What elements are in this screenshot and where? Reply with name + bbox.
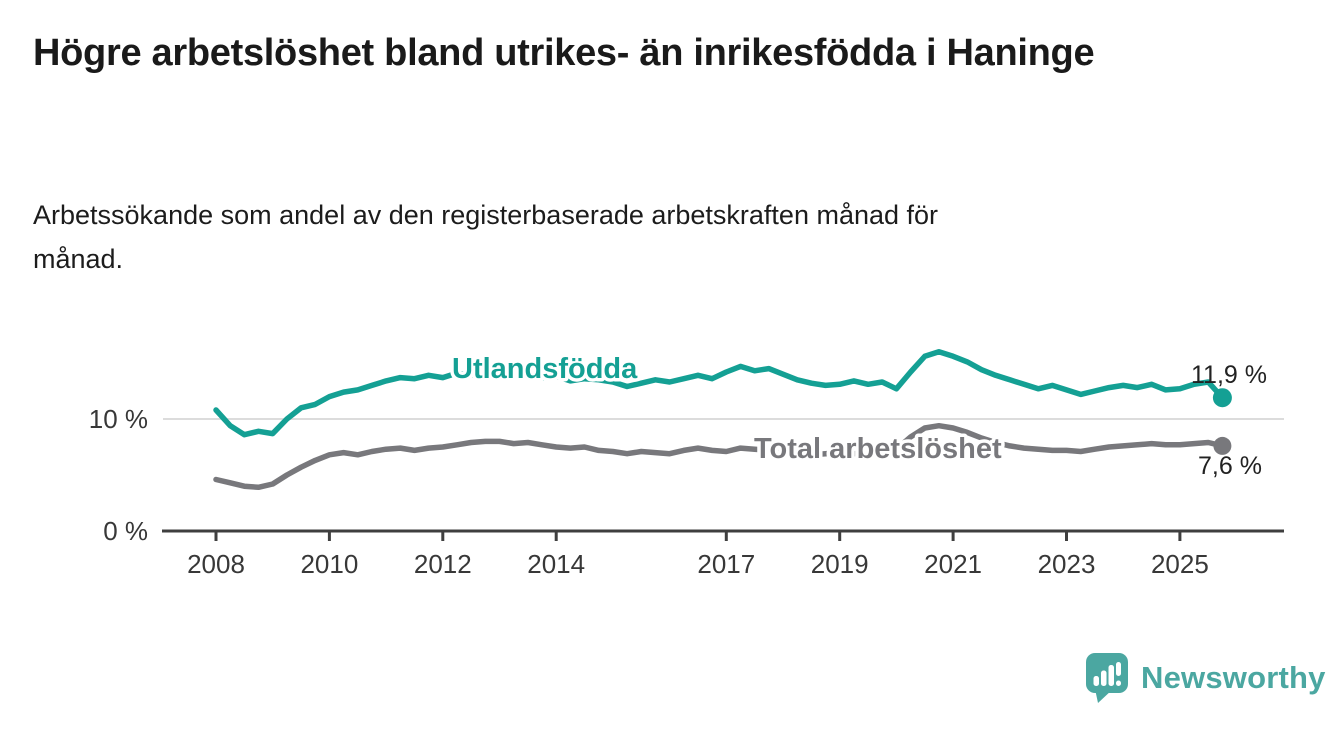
x-axis-tick-label: 2025 [1151,549,1209,579]
x-axis-tick-label: 2014 [527,549,585,579]
foreign-born-series-label: Utlandsfödda [452,353,638,385]
x-axis-tick-label: 2023 [1038,549,1096,579]
x-axis-tick-label: 2019 [811,549,869,579]
page-subtitle: Arbetssökande som andel av den registerb… [33,200,939,274]
brand-name: Newsworthy [1141,660,1326,695]
y-axis-tick-label: 10 % [89,404,148,434]
x-axis-tick-label: 2012 [414,549,472,579]
y-axis-labels: 0 % 10 % [89,404,148,546]
page-title: Högre arbetslöshet bland utrikes- än inr… [33,32,1095,74]
newsworthy-logo-icon [1086,653,1128,703]
foreign-born-line [213,349,1226,438]
foreign-born-end-value-label: 11,9 % [1191,361,1267,389]
y-axis-tick-label: 0 % [103,516,148,546]
x-axis-tick-label: 2017 [697,549,755,579]
total-unemployment-line [213,422,1226,491]
x-axis-tick-label: 2010 [300,549,358,579]
foreign-born-end-dot [1212,388,1232,408]
x-axis-ticks: 2008 2010 2012 2014 2017 2019 2021 2023 2025 [187,531,1209,579]
total-end-value-label: 7,6 % [1198,452,1262,480]
total-series-label: Total arbetslöshet [754,433,1002,465]
unemployment-line-chart: 0 % 10 % 2008 2010 2012 2014 2017 2019 2021 2023… [89,349,1284,579]
brand-footer: Newsworthy [1085,652,1326,704]
total-unemployment-end-dot [1213,436,1232,455]
x-axis-tick-label: 2021 [924,549,982,579]
x-axis-tick-label: 2008 [187,549,245,579]
